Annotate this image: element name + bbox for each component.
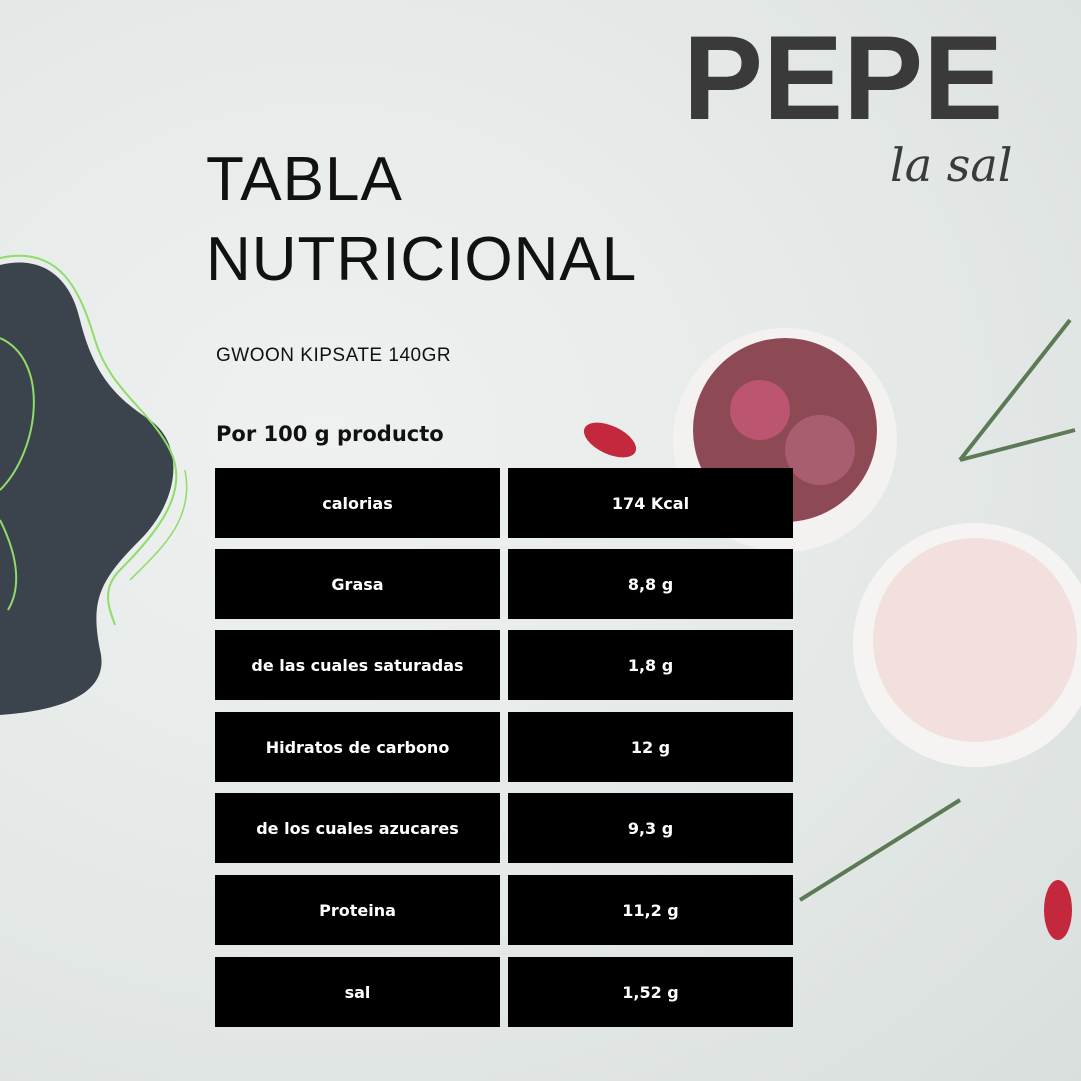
brand-tagline: la sal bbox=[890, 138, 1013, 192]
nutrient-value: 8,8 g bbox=[508, 549, 793, 619]
green-line bbox=[0, 254, 178, 626]
green-line bbox=[129, 469, 188, 581]
nutrient-label: de las cuales saturadas bbox=[215, 630, 500, 700]
title-line: TABLA bbox=[206, 145, 403, 214]
page-title: TABLA NUTRICIONAL bbox=[206, 140, 637, 300]
product-name: GWOON KIPSATE 140GR bbox=[216, 345, 452, 366]
dark-blob-shape bbox=[0, 262, 174, 715]
chili bbox=[1044, 880, 1072, 940]
nutrient-label: sal bbox=[215, 957, 500, 1027]
nutrient-value: 11,2 g bbox=[508, 875, 793, 945]
nutrient-label: Proteina bbox=[215, 875, 500, 945]
nutrient-value: 9,3 g bbox=[508, 793, 793, 863]
nutrient-value: 1,8 g bbox=[508, 630, 793, 700]
green-line bbox=[0, 337, 35, 611]
nutrient-label: Hidratos de carbono bbox=[215, 712, 500, 782]
brand-logo: PEPE bbox=[683, 11, 1004, 145]
nutrient-label: de los cuales azucares bbox=[215, 793, 500, 863]
nutrient-value: 1,52 g bbox=[508, 957, 793, 1027]
salt-bowl bbox=[853, 523, 1081, 767]
chili bbox=[583, 422, 637, 458]
serving-label: Por 100 g producto bbox=[216, 422, 444, 446]
nutrient-value: 174 Kcal bbox=[508, 468, 793, 538]
title-line: NUTRICIONAL bbox=[206, 225, 638, 294]
rosemary bbox=[798, 318, 1076, 902]
nutrient-value: 12 g bbox=[508, 712, 793, 782]
nutrient-label: Grasa bbox=[215, 549, 500, 619]
nutrient-label: calorias bbox=[215, 468, 500, 538]
